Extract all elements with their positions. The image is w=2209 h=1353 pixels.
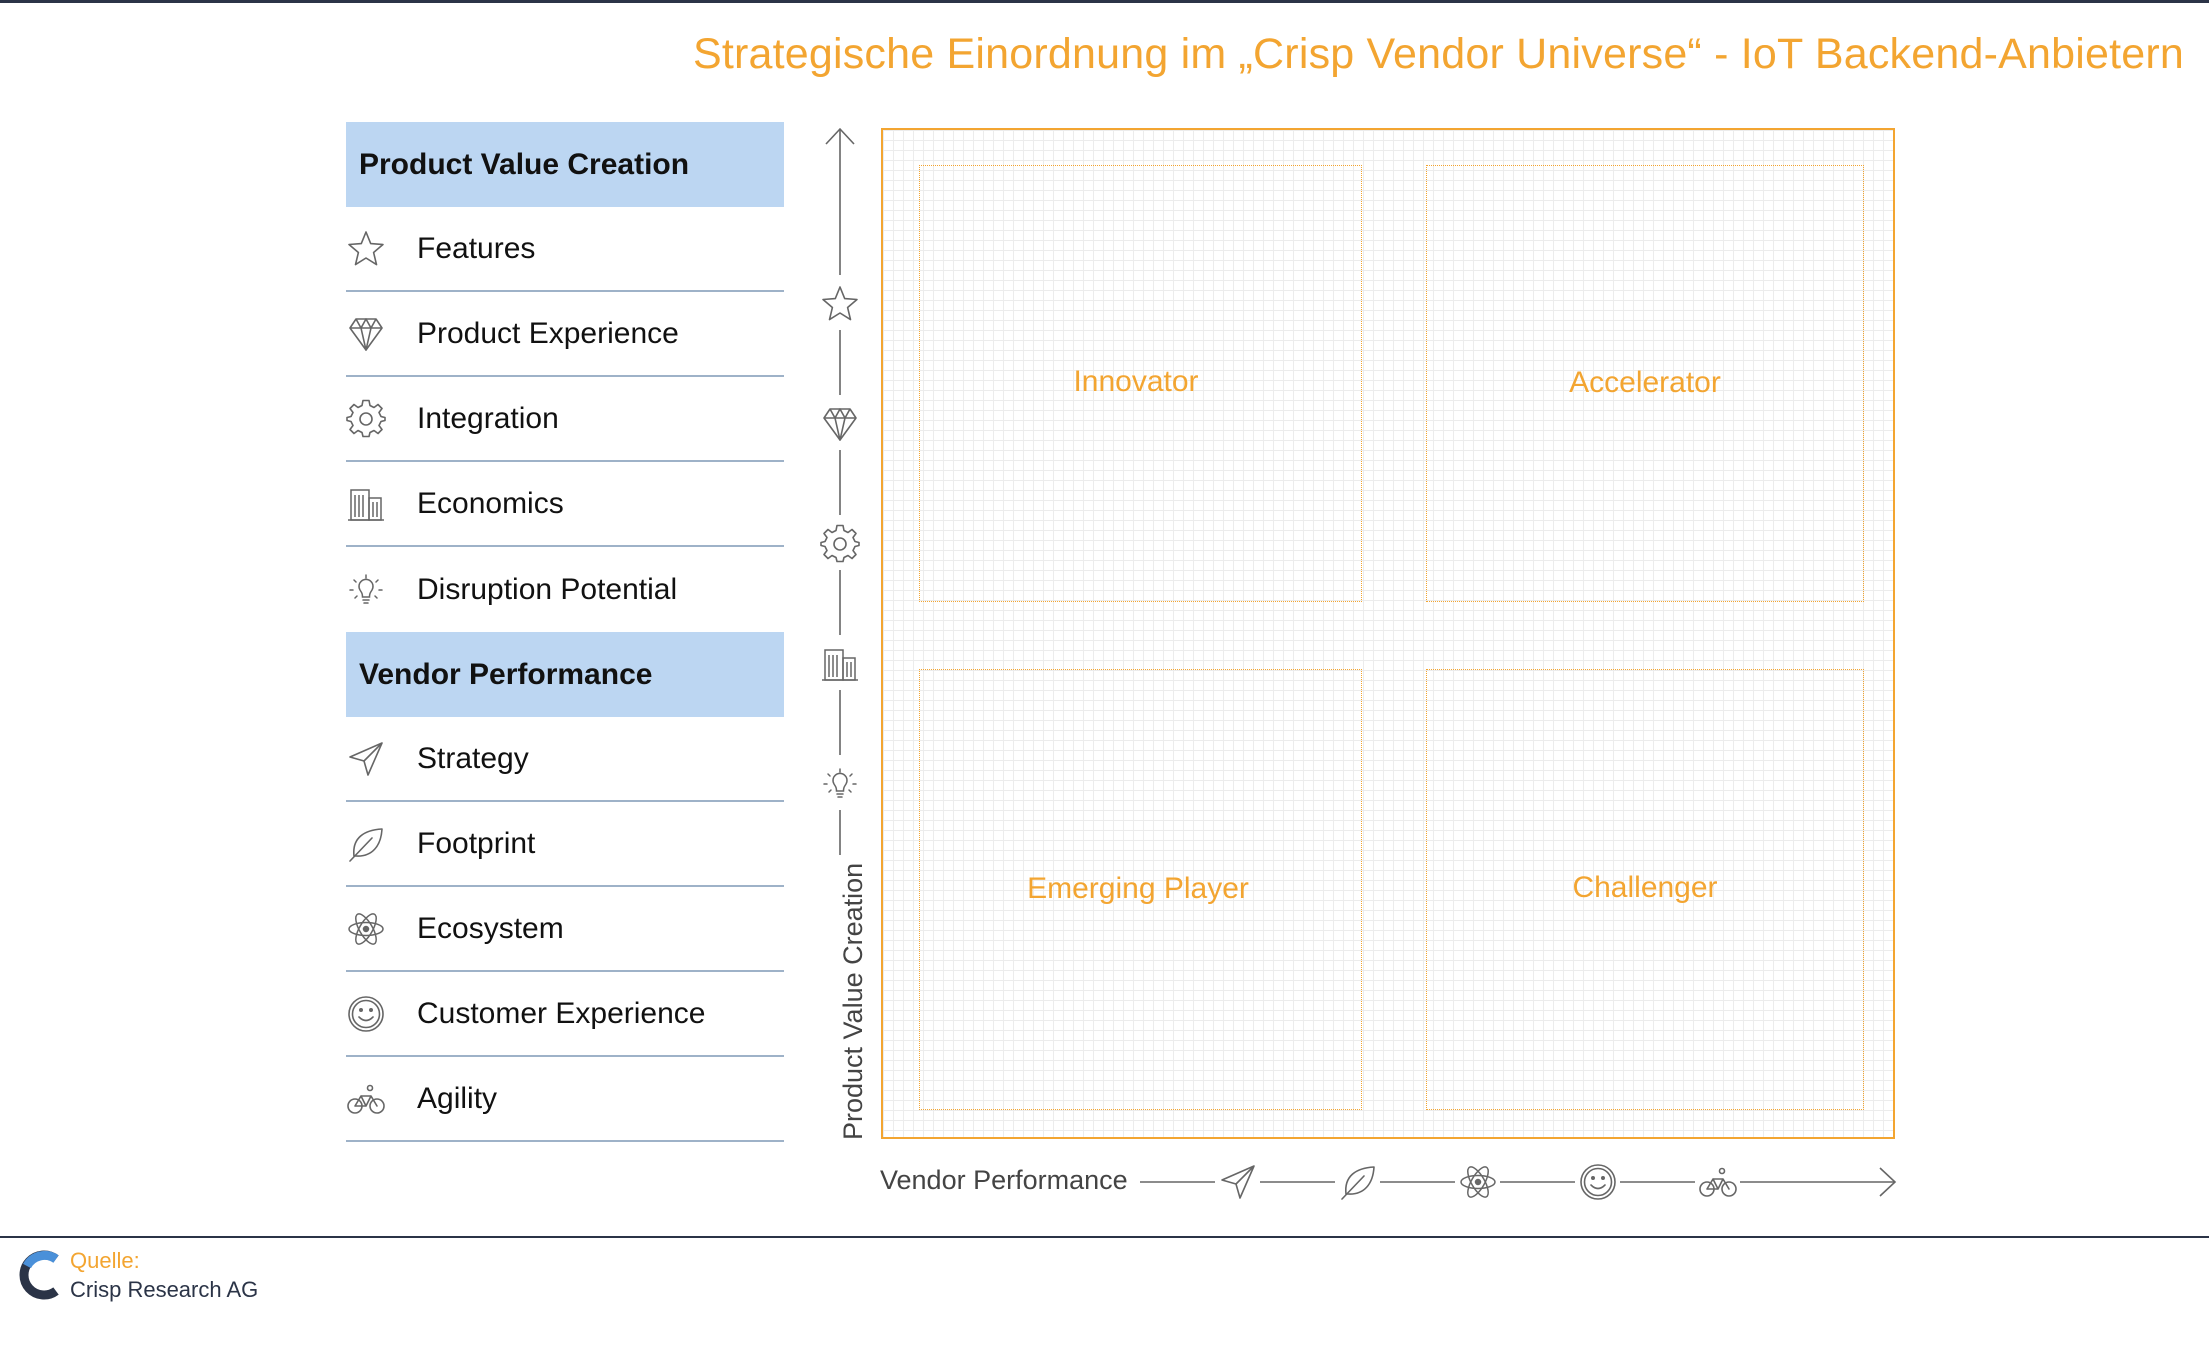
quadrant-bottom-right: [1426, 669, 1864, 1110]
star-icon: [822, 286, 858, 321]
legend-item-ecosystem: Ecosystem: [346, 887, 784, 972]
legend-item-label: Integration: [417, 401, 559, 435]
legend-item-label: Ecosystem: [417, 911, 564, 945]
legend-item-label: Strategy: [417, 741, 529, 775]
legend-item-label: Agility: [417, 1081, 498, 1115]
legend-item-economics: Economics: [346, 462, 784, 547]
bottom-rule: [0, 1236, 2209, 1238]
top-rule: [0, 0, 2209, 3]
legend-item-strategy: Strategy: [346, 717, 784, 802]
legend-item-label: Features: [417, 231, 536, 265]
building-icon: [346, 484, 386, 524]
lightbulb-icon: [346, 570, 386, 610]
building-icon: [821, 649, 859, 681]
diamond-icon: [346, 314, 386, 354]
quadrant-top-left: [919, 165, 1362, 602]
atom-icon: [1460, 1163, 1496, 1201]
legend-item-label: Disruption Potential: [417, 572, 678, 606]
gear-icon: [346, 399, 386, 439]
bicycle-icon: [346, 1079, 386, 1119]
section-heading-vendor-performance: Vendor Performance: [346, 632, 784, 717]
smiley-icon: [346, 994, 386, 1034]
quadrant-label-accelerator: Accelerator: [1569, 366, 1721, 399]
source-credit: Quelle: Crisp Research AG: [18, 1246, 258, 1304]
legend-item-product-experience: Product Experience: [346, 292, 784, 377]
atom-icon: [346, 909, 386, 949]
diamond-icon: [823, 408, 857, 441]
legend-item-features: Features: [346, 207, 784, 292]
legend-item-agility: Agility: [346, 1057, 784, 1142]
legend-item-integration: Integration: [346, 377, 784, 462]
y-axis: [820, 127, 860, 855]
quadrant-label-emerging-player: Emerging Player: [1027, 872, 1249, 905]
quadrant-label-challenger: Challenger: [1572, 871, 1718, 904]
quadrant-top-right: [1426, 165, 1864, 602]
smiley-icon: [1580, 1164, 1616, 1200]
lightbulb-icon: [823, 768, 857, 798]
page-title: Strategische Einordnung im „Crisp Vendor…: [692, 30, 2184, 78]
bicycle-icon: [1699, 1167, 1737, 1197]
leaf-icon: [346, 824, 386, 864]
paper-plane-icon: [1221, 1165, 1255, 1199]
source-label: Quelle:: [70, 1248, 140, 1273]
gear-icon: [820, 524, 860, 563]
y-axis-label: Product Value Creation: [838, 862, 868, 1140]
x-axis: [1140, 1163, 1897, 1201]
legend-item-footprint: Footprint: [346, 802, 784, 887]
section-heading-product-value-creation: Product Value Creation: [346, 122, 784, 207]
quadrant-bottom-left: [919, 669, 1362, 1110]
quadrant-plot: Innovator Accelerator Emerging Player Ch…: [881, 128, 1895, 1139]
legend-item-label: Product Experience: [417, 316, 679, 350]
crisp-logo-icon: [19, 1250, 59, 1300]
legend-item-disruption-potential: Disruption Potential: [346, 547, 784, 632]
quadrant-label-innovator: Innovator: [1073, 365, 1199, 398]
legend-item-label: Economics: [417, 486, 564, 520]
legend-item-customer-experience: Customer Experience: [346, 972, 784, 1057]
paper-plane-icon: [346, 739, 386, 779]
star-icon: [346, 229, 386, 269]
source-name: Crisp Research AG: [70, 1277, 259, 1302]
x-axis-label: Vendor Performance: [880, 1165, 1128, 1195]
legend-item-label: Customer Experience: [417, 996, 706, 1030]
leaf-icon: [1341, 1166, 1375, 1200]
legend-panel: Product Value Creation Features Product …: [346, 122, 784, 1142]
legend-item-label: Footprint: [417, 826, 536, 860]
